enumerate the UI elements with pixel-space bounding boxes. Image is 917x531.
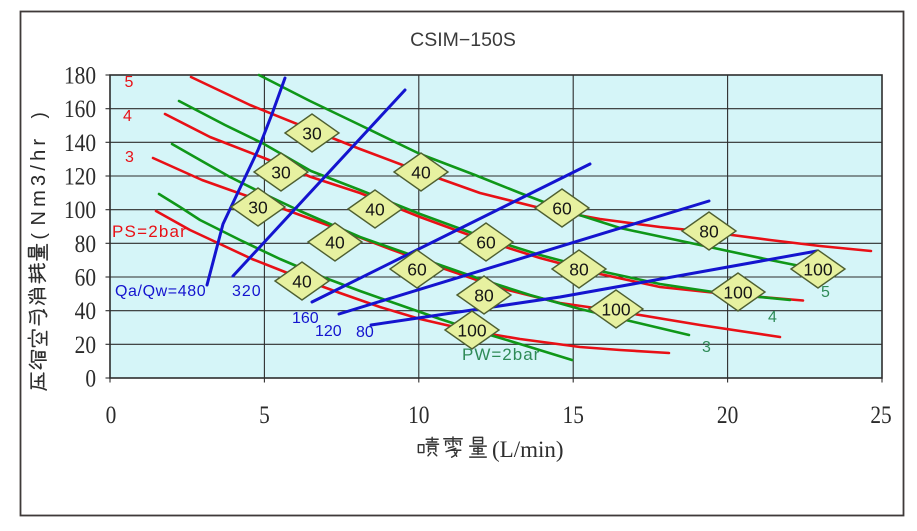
svg-text:80: 80 (356, 324, 374, 341)
svg-text:80: 80 (699, 222, 719, 242)
svg-text:100: 100 (803, 260, 832, 280)
svg-text:Nm3/hr: Nm3/hr (28, 135, 50, 226)
svg-text:100: 100 (457, 321, 486, 341)
svg-text:PW=2bar: PW=2bar (462, 345, 540, 364)
svg-text:120: 120 (315, 323, 342, 340)
svg-text:10: 10 (408, 401, 429, 429)
svg-text:160: 160 (292, 310, 319, 327)
svg-text:60: 60 (476, 233, 496, 253)
svg-text:PS=2bar: PS=2bar (112, 222, 187, 241)
svg-text:(: ( (29, 233, 50, 240)
svg-text:320: 320 (232, 283, 262, 300)
svg-text:180: 180 (64, 62, 96, 90)
svg-text:100: 100 (723, 283, 752, 303)
svg-text:4: 4 (123, 108, 132, 125)
svg-text:20: 20 (75, 331, 96, 359)
svg-text:0: 0 (85, 365, 96, 393)
svg-text:): ) (29, 112, 50, 118)
svg-text:5: 5 (125, 74, 134, 91)
svg-text:80: 80 (569, 260, 589, 280)
svg-text:40: 40 (292, 272, 312, 292)
svg-text:160: 160 (64, 95, 96, 123)
svg-text:5: 5 (259, 401, 270, 429)
svg-text:Qa/Qw=480: Qa/Qw=480 (115, 283, 206, 300)
svg-text:30: 30 (271, 163, 291, 183)
svg-text:25: 25 (870, 401, 891, 429)
svg-text:3: 3 (702, 339, 711, 356)
svg-text:5: 5 (821, 284, 830, 301)
svg-text:30: 30 (248, 198, 268, 218)
svg-text:80: 80 (474, 286, 494, 306)
svg-text:20: 20 (717, 401, 738, 429)
svg-text:CSIM−150S: CSIM−150S (410, 29, 516, 51)
svg-text:40: 40 (365, 200, 385, 220)
svg-text:40: 40 (75, 297, 96, 325)
svg-text:140: 140 (64, 129, 96, 157)
svg-text:80: 80 (75, 230, 96, 258)
svg-text:15: 15 (563, 401, 584, 429)
svg-text:60: 60 (407, 260, 427, 280)
svg-text:4: 4 (768, 309, 777, 326)
svg-text:60: 60 (552, 199, 572, 219)
svg-text:3: 3 (125, 149, 134, 166)
svg-text:100: 100 (601, 300, 630, 320)
svg-text:30: 30 (302, 124, 322, 144)
svg-text:100: 100 (64, 196, 96, 224)
svg-text:120: 120 (64, 163, 96, 191)
svg-text:40: 40 (325, 233, 345, 253)
svg-text:60: 60 (75, 264, 96, 292)
svg-text:(L/min): (L/min) (492, 437, 564, 462)
svg-text:40: 40 (411, 163, 431, 183)
svg-text:0: 0 (106, 401, 117, 429)
